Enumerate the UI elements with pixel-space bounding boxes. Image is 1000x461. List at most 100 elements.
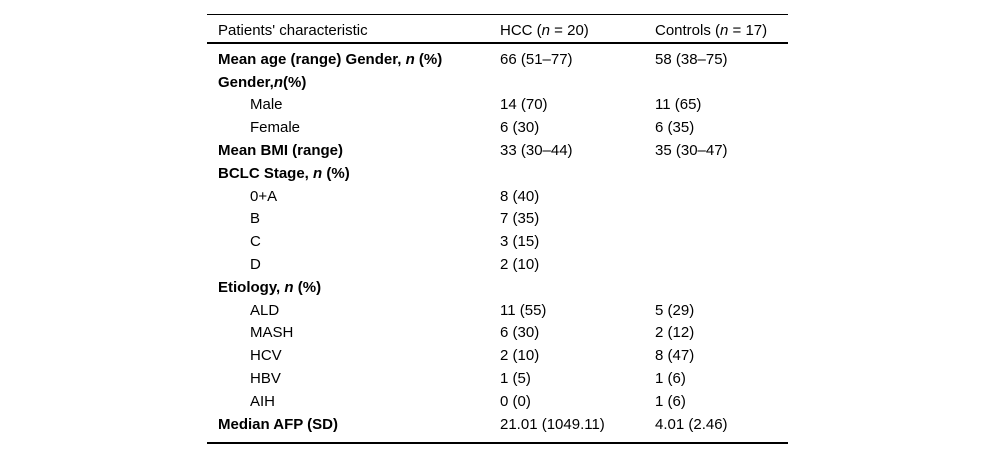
column-header-text: = 17) [728, 21, 768, 39]
row-label: AIH [207, 390, 500, 413]
hcc-value: 14 (70) [500, 96, 548, 114]
column-header-italic-n: n [720, 21, 729, 39]
hcc-value: 11 (55) [500, 301, 547, 319]
row-label-text: C [250, 233, 261, 251]
hcc-value [500, 162, 655, 185]
controls-value: 1 (6) [655, 392, 686, 410]
table-row: HBV 1 (5) 1 (6) [207, 367, 788, 390]
row-label: Mean BMI (range) [207, 139, 500, 162]
table-body: Mean age (range) Gender, n (%) 66 (51–77)… [207, 43, 788, 444]
row-label: Gender,n(%) [207, 71, 500, 94]
hcc-value: 66 (51–77) [500, 50, 573, 68]
table-row: C 3 (15) [207, 230, 788, 253]
row-label-text: (%) [283, 73, 307, 91]
row-label-text: (%) [293, 278, 322, 296]
controls-value [655, 230, 788, 253]
table-row: D 2 (10) [207, 253, 788, 276]
controls-value [655, 162, 788, 185]
row-label-italic-n: n [405, 50, 415, 68]
table-row: Mean BMI (range) 33 (30–44) 35 (30–47) [207, 139, 788, 162]
row-label-text: Mean age (range) Gender, [218, 50, 406, 68]
table-row: AIH 0 (0) 1 (6) [207, 390, 788, 413]
controls-value: 8 (47) [655, 347, 695, 365]
row-label-text: ALD [250, 301, 280, 319]
table-row: Mean age (range) Gender, n (%) 66 (51–77)… [207, 43, 788, 71]
controls-value: 6 (35) [655, 119, 695, 137]
row-label-italic-n: n [313, 164, 323, 182]
row-label-text: Mean BMI (range) [218, 142, 344, 160]
table-row: MASH 6 (30) 2 (12) [207, 322, 788, 345]
row-label: 0+A [207, 185, 500, 208]
controls-value [655, 208, 788, 231]
table-header-row: Patients' characteristic HCC (n = 20) Co… [207, 14, 788, 44]
row-label-text: (%) [414, 50, 443, 68]
column-header-text: Patients' characteristic [218, 21, 368, 39]
table-row: B 7 (35) [207, 208, 788, 231]
row-label-text: HCV [250, 347, 282, 365]
row-label: Male [207, 94, 500, 117]
table-header: Patients' characteristic HCC (n = 20) Co… [207, 14, 788, 44]
controls-value: 58 (38–75) [655, 50, 728, 68]
row-label-text: (%) [322, 164, 350, 182]
hcc-value [500, 71, 655, 94]
hcc-value: 33 (30–44) [500, 142, 573, 160]
row-label-text: D [250, 256, 261, 274]
row-label-italic-n: n [273, 73, 284, 91]
table-row: Median AFP (SD) 21.01 (1049.11) 4.01 (2.46… [207, 412, 788, 444]
row-label-text: Male [250, 96, 283, 114]
hcc-value: 6 (30) [500, 119, 540, 137]
controls-value [655, 185, 788, 208]
controls-value: 5 (29) [655, 301, 695, 319]
hcc-value: 21.01 (1049.11) [500, 412, 655, 444]
column-header-hcc: HCC (n = 20) [500, 14, 655, 44]
table-row: Etiology, n (%) [207, 276, 788, 299]
table-row: Male 14 (70) 11 (65) [207, 94, 788, 117]
row-label-italic-n: n [284, 278, 294, 296]
row-label: BCLC Stage, n (%) [207, 162, 500, 185]
hcc-value [500, 276, 655, 299]
column-header-italic-n: n [541, 21, 551, 39]
controls-value: 4.01 (2.46) [655, 412, 788, 444]
hcc-value: 8 (40) [500, 187, 540, 205]
controls-value [655, 276, 788, 299]
row-label: Female [207, 116, 500, 139]
table-row: BCLC Stage, n (%) [207, 162, 788, 185]
row-label: Median AFP (SD) [207, 412, 500, 444]
column-header-text: = 20) [550, 21, 589, 39]
row-label-text: AIH [250, 392, 276, 410]
row-label-text: Gender, [218, 73, 274, 91]
hcc-value: 2 (10) [500, 256, 540, 274]
hcc-value: 7 (35) [500, 210, 540, 228]
row-label: HCV [207, 344, 500, 367]
row-label: MASH [207, 322, 500, 345]
row-label: HBV [207, 367, 500, 390]
row-label-text: HBV [250, 370, 281, 388]
hcc-value: 6 (30) [500, 324, 540, 342]
row-label: D [207, 253, 500, 276]
table-row: HCV 2 (10) 8 (47) [207, 344, 788, 367]
hcc-value: 2 (10) [500, 347, 540, 365]
row-label: C [207, 230, 500, 253]
row-label: Etiology, n (%) [207, 276, 500, 299]
row-label-text: MASH [250, 324, 294, 342]
row-label-text: 0+A [250, 187, 278, 205]
column-header-text: HCC ( [500, 21, 542, 39]
controls-value: 1 (6) [655, 370, 686, 388]
patients-characteristics-table: Patients' characteristic HCC (n = 20) Co… [207, 14, 788, 444]
hcc-value: 1 (5) [500, 370, 531, 388]
controls-value [655, 253, 788, 276]
table-row: Female 6 (30) 6 (35) [207, 116, 788, 139]
controls-value: 35 (30–47) [655, 142, 728, 160]
row-label: Mean age (range) Gender, n (%) [207, 43, 500, 71]
table-row: 0+A 8 (40) [207, 185, 788, 208]
row-label: ALD [207, 299, 500, 322]
row-label-text: Median AFP (SD) [218, 415, 339, 433]
table-row: ALD 11 (55) 5 (29) [207, 299, 788, 322]
hcc-value: 3 (15) [500, 233, 540, 251]
row-label-text: BCLC Stage, [218, 164, 314, 182]
controls-value [655, 71, 788, 94]
column-header-controls: Controls (n = 17) [655, 14, 788, 44]
row-label-text: B [250, 210, 261, 228]
controls-value: 11 (65) [655, 96, 702, 114]
table-row: Gender,n(%) [207, 71, 788, 94]
